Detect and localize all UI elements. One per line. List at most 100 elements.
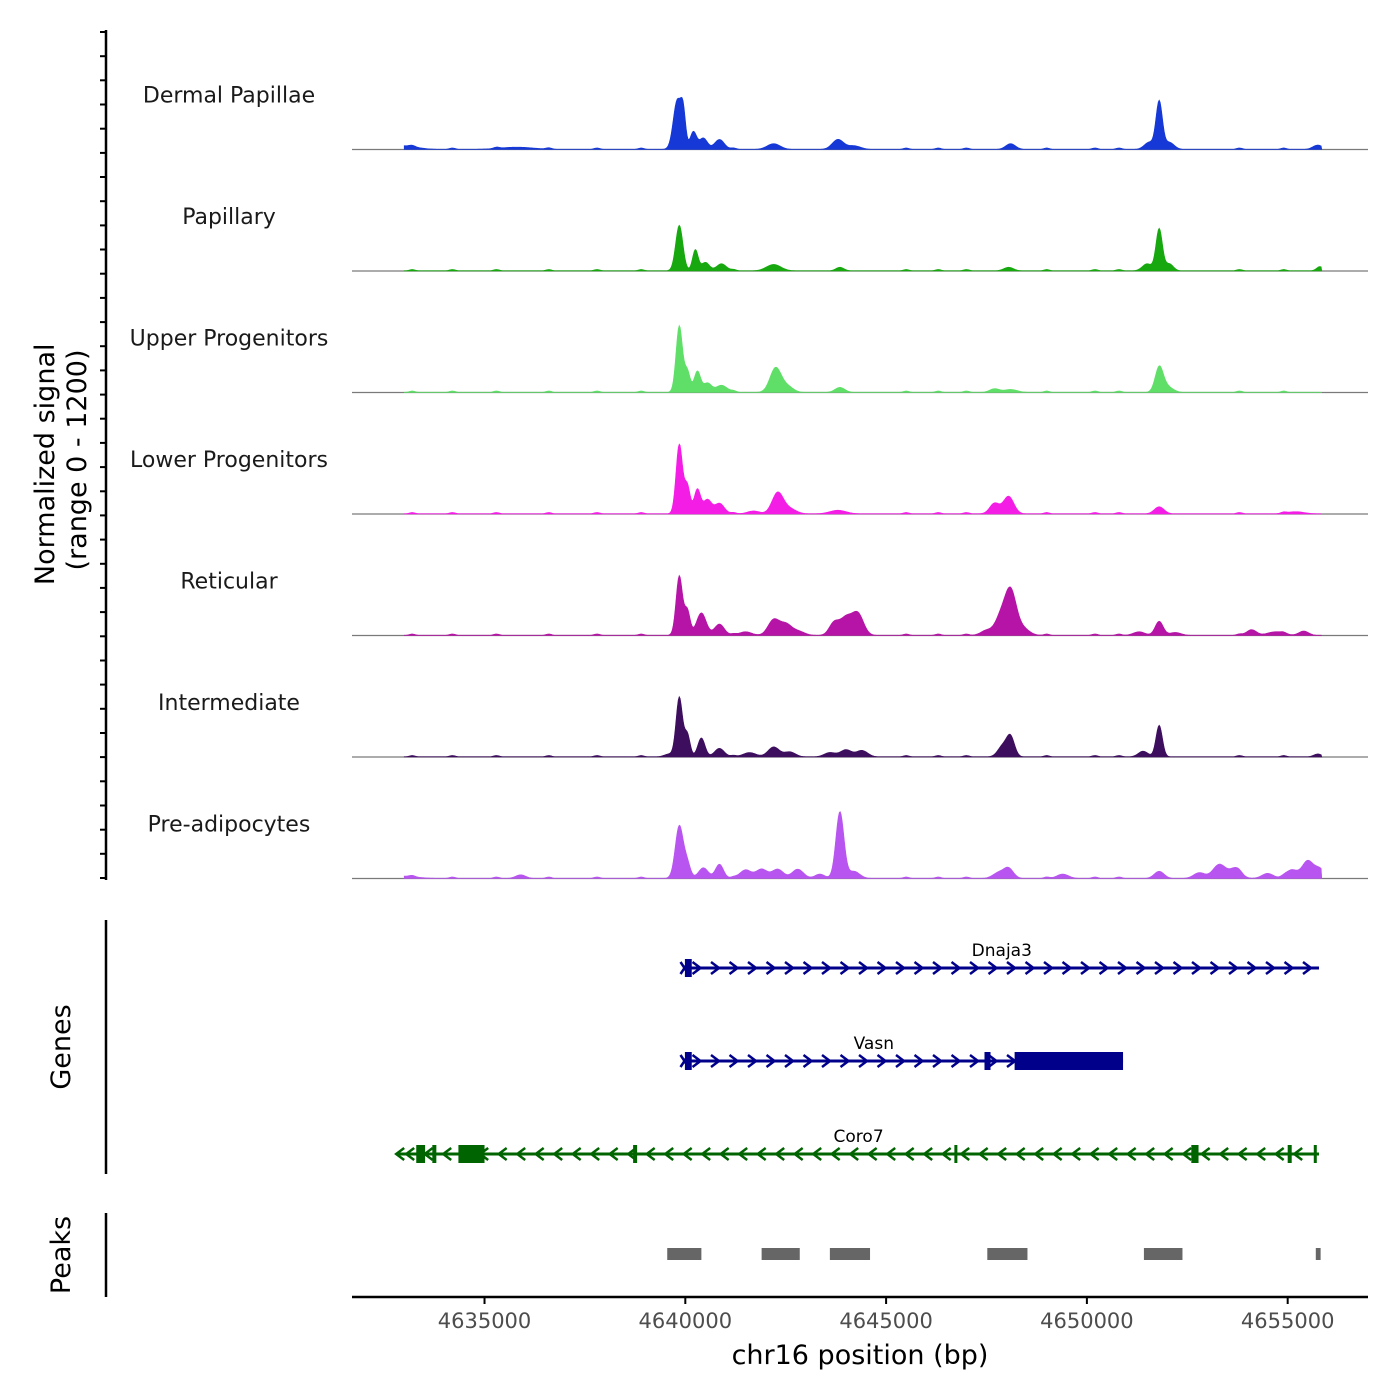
peak-region <box>667 1248 702 1260</box>
strand-arrow <box>710 961 722 975</box>
strand-arrow <box>765 1054 777 1068</box>
strand-arrow <box>876 1054 888 1068</box>
coverage-area <box>403 96 1323 150</box>
track-pre-adipocytes: Pre-adipocytes <box>148 810 1368 880</box>
track-reticular: Reticular <box>180 570 1368 637</box>
strand-arrow <box>940 1147 952 1161</box>
strand-arrow <box>718 1147 730 1161</box>
exon <box>1313 1145 1317 1163</box>
coverage-tracks: Dermal Papillae Papillary Upper Progenitor… <box>130 84 1368 880</box>
strand-arrow <box>552 1147 563 1161</box>
track-papillary: Papillary <box>182 205 1368 272</box>
x-tick-label: 4645000 <box>839 1309 933 1333</box>
track-intermediate: Intermediate <box>158 691 1368 758</box>
track-label: Reticular <box>180 570 278 595</box>
signal-y-axis <box>100 30 108 880</box>
strand-arrow <box>1080 961 1092 975</box>
strand-arrow <box>802 961 814 975</box>
strand-arrow <box>1209 961 1221 975</box>
x-tick-label: 4650000 <box>1040 1309 1134 1333</box>
strand-arrow <box>1033 1147 1044 1161</box>
strand-arrow <box>1088 1147 1100 1161</box>
strand-arrow <box>663 1147 674 1161</box>
signal-y-axis-label: Normalized signal (range 0 - 1200) <box>30 335 93 585</box>
peak-region-track <box>667 1248 1321 1260</box>
exon <box>1191 1145 1199 1163</box>
track-lower-progenitors: Lower Progenitors <box>130 443 1368 515</box>
strand-arrow <box>1154 961 1166 975</box>
strand-arrow <box>1199 1147 1211 1161</box>
track-label: Intermediate <box>158 691 300 716</box>
strand-arrow <box>747 961 759 975</box>
strand-arrow <box>765 961 777 975</box>
gene-name-label: Coro7 <box>834 1127 884 1147</box>
strand-arrow <box>811 1147 822 1161</box>
gene-annotation-track: Dnaja3 Vasn Coro7 <box>394 941 1320 1163</box>
track-label: Dermal Papillae <box>143 84 315 109</box>
strand-arrow <box>1162 1147 1174 1161</box>
strand-arrow <box>969 961 981 975</box>
strand-arrow <box>755 1147 767 1161</box>
strand-arrow <box>792 1147 804 1161</box>
strand-arrow <box>1024 961 1036 975</box>
coding-block <box>464 1145 481 1163</box>
track-dermal-papillae: Dermal Papillae <box>143 84 1368 151</box>
strand-arrow <box>1228 961 1240 975</box>
strand-arrow <box>1172 961 1184 975</box>
strand-arrow <box>747 1054 759 1068</box>
exon <box>633 1145 638 1163</box>
coverage-area <box>403 810 1323 879</box>
track-label: Papillary <box>182 205 276 230</box>
x-tick-label: 4640000 <box>639 1309 733 1333</box>
coding-block <box>1014 1052 1124 1070</box>
coverage-area <box>403 574 1322 636</box>
peak-region <box>761 1248 800 1260</box>
coverage-area <box>403 443 1322 515</box>
strand-arrow <box>737 1147 748 1161</box>
strand-arrow <box>839 1054 851 1068</box>
strand-arrow <box>950 1054 962 1068</box>
strand-arrow <box>1051 1147 1063 1161</box>
strand-arrow <box>1255 1147 1266 1161</box>
strand-arrow <box>876 961 888 975</box>
strand-arrow <box>533 1147 545 1161</box>
exon <box>984 1052 991 1070</box>
strand-arrow <box>1292 1147 1303 1161</box>
strand-arrow <box>987 961 999 975</box>
strand-arrow <box>589 1147 600 1161</box>
strand-arrow <box>866 1147 878 1161</box>
strand-arrow <box>1265 961 1277 975</box>
strand-arrow <box>570 1147 582 1161</box>
coverage-area <box>403 695 1323 758</box>
strand-arrow <box>441 1147 452 1161</box>
strand-arrow <box>1070 1147 1081 1161</box>
strand-arrow <box>932 961 944 975</box>
strand-arrow <box>1246 961 1258 975</box>
x-axis-title: chr16 position (bp) <box>732 1340 989 1371</box>
strand-arrow <box>959 1147 970 1161</box>
strand-arrow <box>1283 961 1295 975</box>
strand-arrow <box>515 1147 526 1161</box>
strand-arrow <box>950 961 962 975</box>
strand-arrow <box>969 1054 981 1068</box>
strand-arrow <box>858 1054 870 1068</box>
strand-arrow <box>1006 961 1018 975</box>
gene-dnaja3: Dnaja3 <box>679 941 1320 977</box>
strand-arrow <box>922 1147 933 1161</box>
strand-arrow <box>1125 1147 1137 1161</box>
x-axis: 4635000 4640000 4645000 4650000 4655000 <box>352 1295 1368 1333</box>
strand-arrow <box>1061 961 1073 975</box>
strand-arrow <box>728 961 740 975</box>
strand-arrow <box>691 961 703 975</box>
strand-arrow <box>784 1054 796 1068</box>
strand-arrow <box>691 1054 703 1068</box>
strand-arrow <box>932 1054 944 1068</box>
x-tick-label: 4635000 <box>438 1309 532 1333</box>
strand-arrow <box>913 961 925 975</box>
strand-arrow <box>1043 961 1055 975</box>
strand-arrow <box>977 1147 989 1161</box>
gene-name-label: Dnaja3 <box>972 941 1032 961</box>
exon <box>684 959 692 977</box>
strand-arrow <box>1302 961 1314 975</box>
